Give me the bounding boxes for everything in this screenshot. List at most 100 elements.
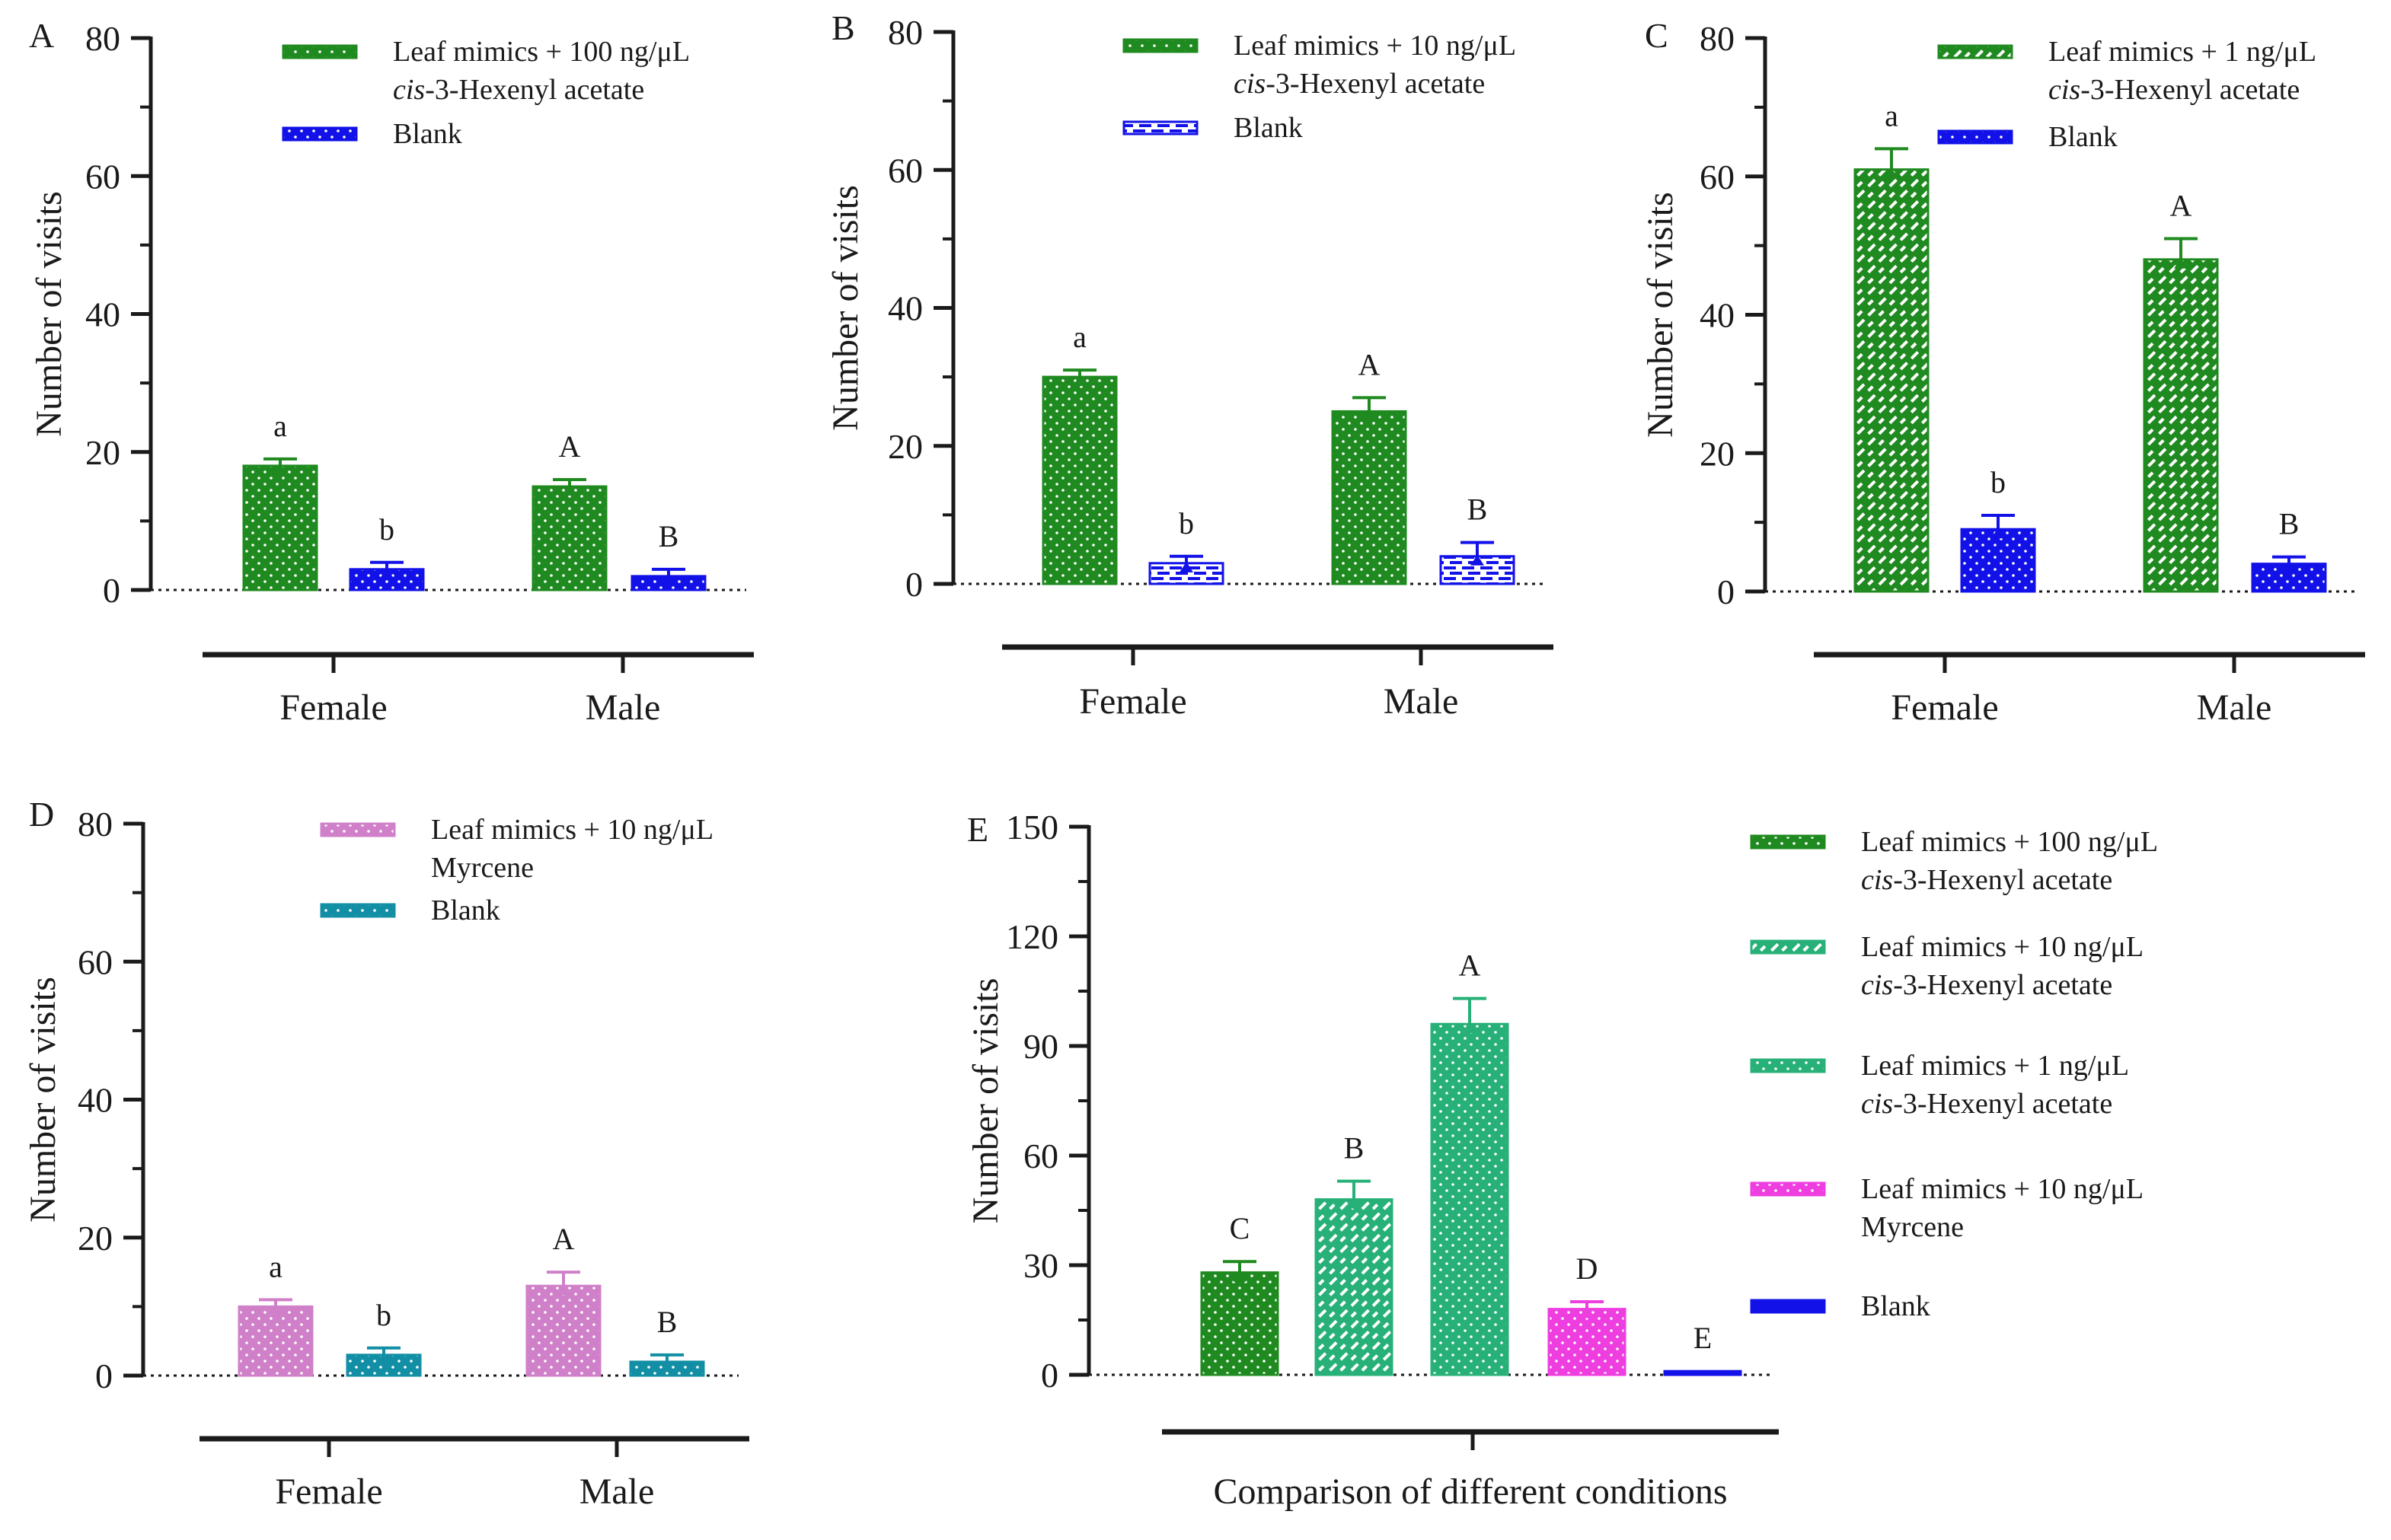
- significance-letter: A: [1459, 949, 1481, 983]
- significance-letter: A: [2170, 189, 2192, 223]
- panel-c: C 0 20 40 60 80 Number of visits Female Male a b A B…: [1640, 16, 2365, 728]
- legend-item-label: Leaf mimics + 10 ng/μL: [1861, 1173, 2144, 1205]
- mean-marker: [1073, 375, 1087, 387]
- panel-label: C: [1645, 16, 1668, 55]
- y-tick-label: 0: [103, 571, 120, 610]
- significance-letter: a: [273, 409, 287, 443]
- legend-item-label-line2: cis-3-Hexenyl acetate: [2048, 74, 2300, 106]
- y-axis-label: Number of visits: [1640, 192, 1681, 438]
- legend-item-label: Leaf mimics + 10 ng/μL: [431, 814, 713, 846]
- significance-letter: C: [1230, 1211, 1250, 1245]
- legend-item-label: Blank: [2048, 121, 2118, 153]
- y-tick-label: 40: [888, 289, 923, 328]
- y-tick-label: 0: [905, 565, 923, 604]
- mean-marker: [2282, 562, 2296, 573]
- y-axis-label: Number of visits: [966, 978, 1006, 1224]
- significance-letter: B: [2279, 507, 2300, 541]
- legend-item-label: Blank: [431, 894, 500, 926]
- mean-marker: [1470, 554, 1484, 566]
- significance-letter: D: [1576, 1251, 1598, 1286]
- y-tick-label: 30: [1023, 1246, 1058, 1285]
- y-tick-label: 40: [1700, 296, 1735, 335]
- y-tick-label: 90: [1023, 1027, 1058, 1066]
- legend-item-swatch: [1750, 939, 1826, 955]
- category-label: Female: [275, 1471, 382, 1512]
- significance-letter: A: [553, 1222, 575, 1256]
- significance-letter: B: [1344, 1131, 1365, 1165]
- y-tick-label: 0: [1717, 572, 1735, 611]
- mean-marker: [2174, 257, 2188, 269]
- mean-marker: [662, 574, 675, 585]
- category-label: Female: [279, 687, 387, 728]
- significance-letter: B: [659, 519, 679, 553]
- bar: [532, 485, 608, 591]
- significance-letter: b: [379, 512, 394, 547]
- legend-item-label-line2: Myrcene: [1861, 1211, 1964, 1243]
- y-tick-label: 20: [85, 433, 120, 472]
- significance-letter: A: [1358, 347, 1381, 381]
- y-axis-label: Number of visits: [825, 185, 866, 431]
- bar: [1547, 1308, 1626, 1376]
- y-tick-label: 60: [1023, 1137, 1058, 1175]
- significance-letter: a: [1073, 320, 1087, 354]
- bar: [1042, 375, 1118, 585]
- legend-item-label: Leaf mimics + 10 ng/μL: [1234, 30, 1516, 62]
- category-label: Female: [1079, 681, 1186, 722]
- legend-item-label-line2: cis-3-Hexenyl acetate: [1234, 68, 1485, 100]
- mean-marker: [1180, 561, 1193, 572]
- legend-item-swatch: [1750, 1299, 1826, 1314]
- legend-item-label-line2: cis-3-Hexenyl acetate: [1861, 864, 2112, 896]
- mean-marker: [563, 485, 576, 496]
- y-tick-label: 80: [1700, 19, 1735, 58]
- y-axis-label: Number of visits: [23, 977, 63, 1223]
- legend-item-swatch: [282, 44, 358, 59]
- panel-b: B 0 20 40 60 80 Number of visits Female Male a b A B…: [825, 8, 1553, 722]
- bar: [1663, 1369, 1742, 1376]
- category-label: Male: [1384, 681, 1459, 722]
- legend-item-label-line2: Myrcene: [431, 852, 534, 884]
- y-tick-label: 0: [95, 1357, 113, 1395]
- category-label: Male: [2197, 687, 2272, 728]
- panel-label: B: [832, 8, 855, 47]
- panel-e: E 0 30 60 90 120 150 Number of visits Comparison…: [966, 808, 2158, 1512]
- bar: [242, 464, 318, 591]
- mean-marker: [380, 567, 394, 579]
- legend-item-label: Leaf mimics + 1 ng/μL: [2048, 36, 2316, 68]
- y-tick-label: 150: [1006, 808, 1058, 847]
- bar: [238, 1305, 314, 1377]
- mean-marker: [660, 1360, 674, 1371]
- mean-marker: [273, 464, 287, 475]
- legend-item-swatch: [320, 903, 396, 918]
- panel-d: D 0 20 40 60 80 Number of visits Female Male a b A B…: [23, 795, 749, 1512]
- y-tick-label: 40: [85, 295, 120, 334]
- legend-item-label: Leaf mimics + 100 ng/μL: [1861, 826, 2158, 858]
- significance-letter: A: [559, 429, 581, 464]
- y-tick-label: 60: [78, 942, 113, 981]
- legend-item-swatch: [1750, 1181, 1826, 1197]
- legend-item-label: Leaf mimics + 10 ng/μL: [1861, 931, 2144, 963]
- panel-label: D: [29, 795, 54, 834]
- significance-letter: a: [1885, 98, 1898, 132]
- significance-letter: B: [1467, 493, 1488, 527]
- y-tick-label: 60: [1700, 158, 1735, 196]
- legend-item-label: Leaf mimics + 1 ng/μL: [1861, 1050, 2129, 1082]
- bar: [1960, 528, 2036, 593]
- y-axis-label: Number of visits: [29, 191, 69, 437]
- y-tick-label: 0: [1041, 1356, 1058, 1395]
- mean-marker: [1347, 1197, 1361, 1209]
- y-tick-label: 80: [78, 805, 113, 843]
- bar: [525, 1284, 602, 1377]
- bar: [1314, 1198, 1393, 1376]
- significance-letter: b: [1990, 465, 2006, 499]
- significance-letter: E: [1693, 1321, 1712, 1355]
- legend-item-swatch: [1122, 120, 1199, 136]
- legend-item-label: Blank: [393, 118, 462, 150]
- significance-letter: b: [376, 1298, 391, 1332]
- legend-item-label: Blank: [1234, 112, 1303, 144]
- y-tick-label: 20: [888, 427, 923, 466]
- y-tick-label: 60: [888, 151, 923, 190]
- legend-item-swatch: [1937, 44, 2013, 59]
- legend-item-label-line2: cis-3-Hexenyl acetate: [1861, 1088, 2112, 1120]
- legend-item-swatch: [320, 822, 396, 837]
